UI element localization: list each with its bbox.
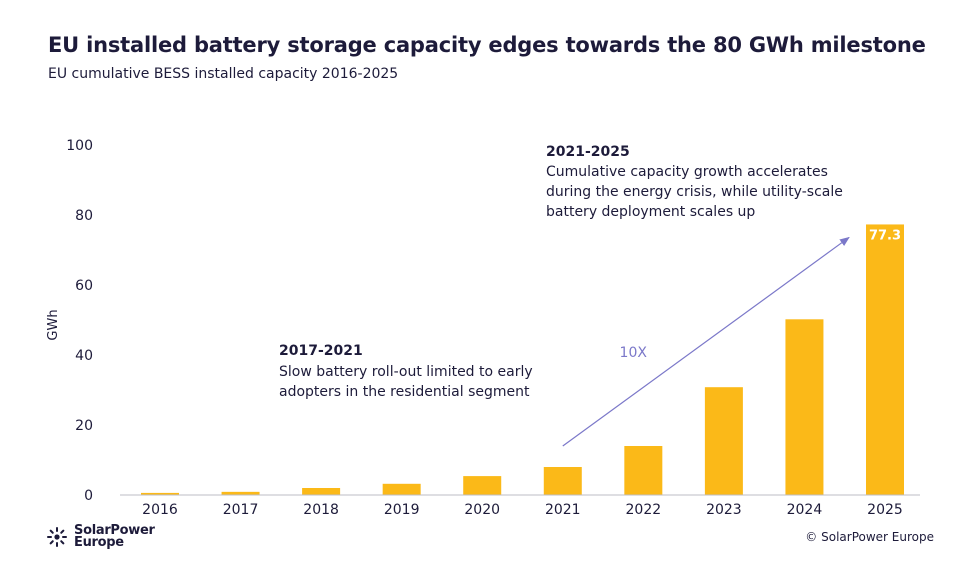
copyright-notice: © SolarPower Europe — [805, 530, 934, 544]
x-tick-label: 2022 — [626, 502, 662, 518]
y-tick-label: 80 — [75, 208, 93, 224]
annotation-heading: 2021-2025 — [546, 144, 630, 160]
bar-2019 — [382, 483, 421, 495]
x-tick-label: 2019 — [384, 502, 420, 518]
y-axis-title: GWh — [46, 309, 61, 340]
annotation-heading: 2017-2021 — [279, 343, 363, 359]
x-tick-label: 2021 — [545, 502, 581, 518]
logo-line-2: Europe — [74, 535, 124, 550]
bar-2016 — [141, 492, 179, 495]
annotation-line: battery deployment scales up — [546, 204, 755, 220]
bar-2024 — [785, 319, 824, 495]
solarpower-europe-logo: SolarPower Europe — [46, 523, 155, 550]
bar-2020 — [463, 476, 502, 495]
annotation-2021-2025: 2021-2025 Cumulative capacity growth acc… — [546, 144, 843, 220]
y-tick-label: 20 — [75, 418, 93, 434]
y-axis-ticks: 0 20 40 60 80 100 — [66, 138, 93, 504]
bar-2022 — [624, 446, 663, 495]
data-label-2025: 77.3 — [869, 228, 901, 243]
y-tick-label: 40 — [75, 348, 93, 364]
x-tick-label: 2018 — [303, 502, 339, 518]
y-tick-label: 60 — [75, 278, 93, 294]
annotation-line: Slow battery roll-out limited to early — [279, 364, 533, 380]
annotation-line: adopters in the residential segment — [279, 384, 530, 400]
x-tick-label: 2025 — [867, 502, 903, 518]
data-labels: 77.3 — [869, 228, 901, 243]
growth-arrow: 10X — [562, 236, 850, 447]
x-tick-label: 2017 — [223, 502, 259, 518]
sun-icon — [47, 527, 67, 547]
bar-2017 — [221, 491, 260, 495]
bars-group — [141, 224, 904, 495]
growth-arrow-label: 10X — [620, 345, 648, 361]
annotation-line: Cumulative capacity growth accelerates — [546, 164, 828, 180]
x-tick-label: 2020 — [464, 502, 500, 518]
bar-2018 — [302, 488, 341, 495]
bar-2023 — [704, 387, 743, 495]
y-tick-label: 0 — [84, 488, 93, 504]
x-tick-label: 2023 — [706, 502, 742, 518]
chart-title: EU installed battery storage capacity ed… — [48, 33, 926, 57]
bar-2025 — [866, 224, 904, 495]
growth-arrow-line — [562, 236, 850, 447]
x-tick-label: 2024 — [787, 502, 823, 518]
annotation-line: during the energy crisis, while utility-… — [546, 184, 843, 200]
x-axis-ticks: 2016 2017 2018 2019 2020 2021 2022 2023 2024 2025 — [142, 502, 903, 518]
chart-subtitle: EU cumulative BESS installed capacity 20… — [48, 66, 399, 82]
bar-2021 — [543, 467, 582, 495]
x-tick-label: 2016 — [142, 502, 178, 518]
annotation-2017-2021: 2017-2021 Slow battery roll-out limited … — [279, 343, 533, 400]
logo-wordmark: SolarPower Europe — [74, 523, 155, 550]
y-tick-label: 100 — [66, 138, 93, 154]
logo-line-1: SolarPower — [74, 523, 155, 538]
